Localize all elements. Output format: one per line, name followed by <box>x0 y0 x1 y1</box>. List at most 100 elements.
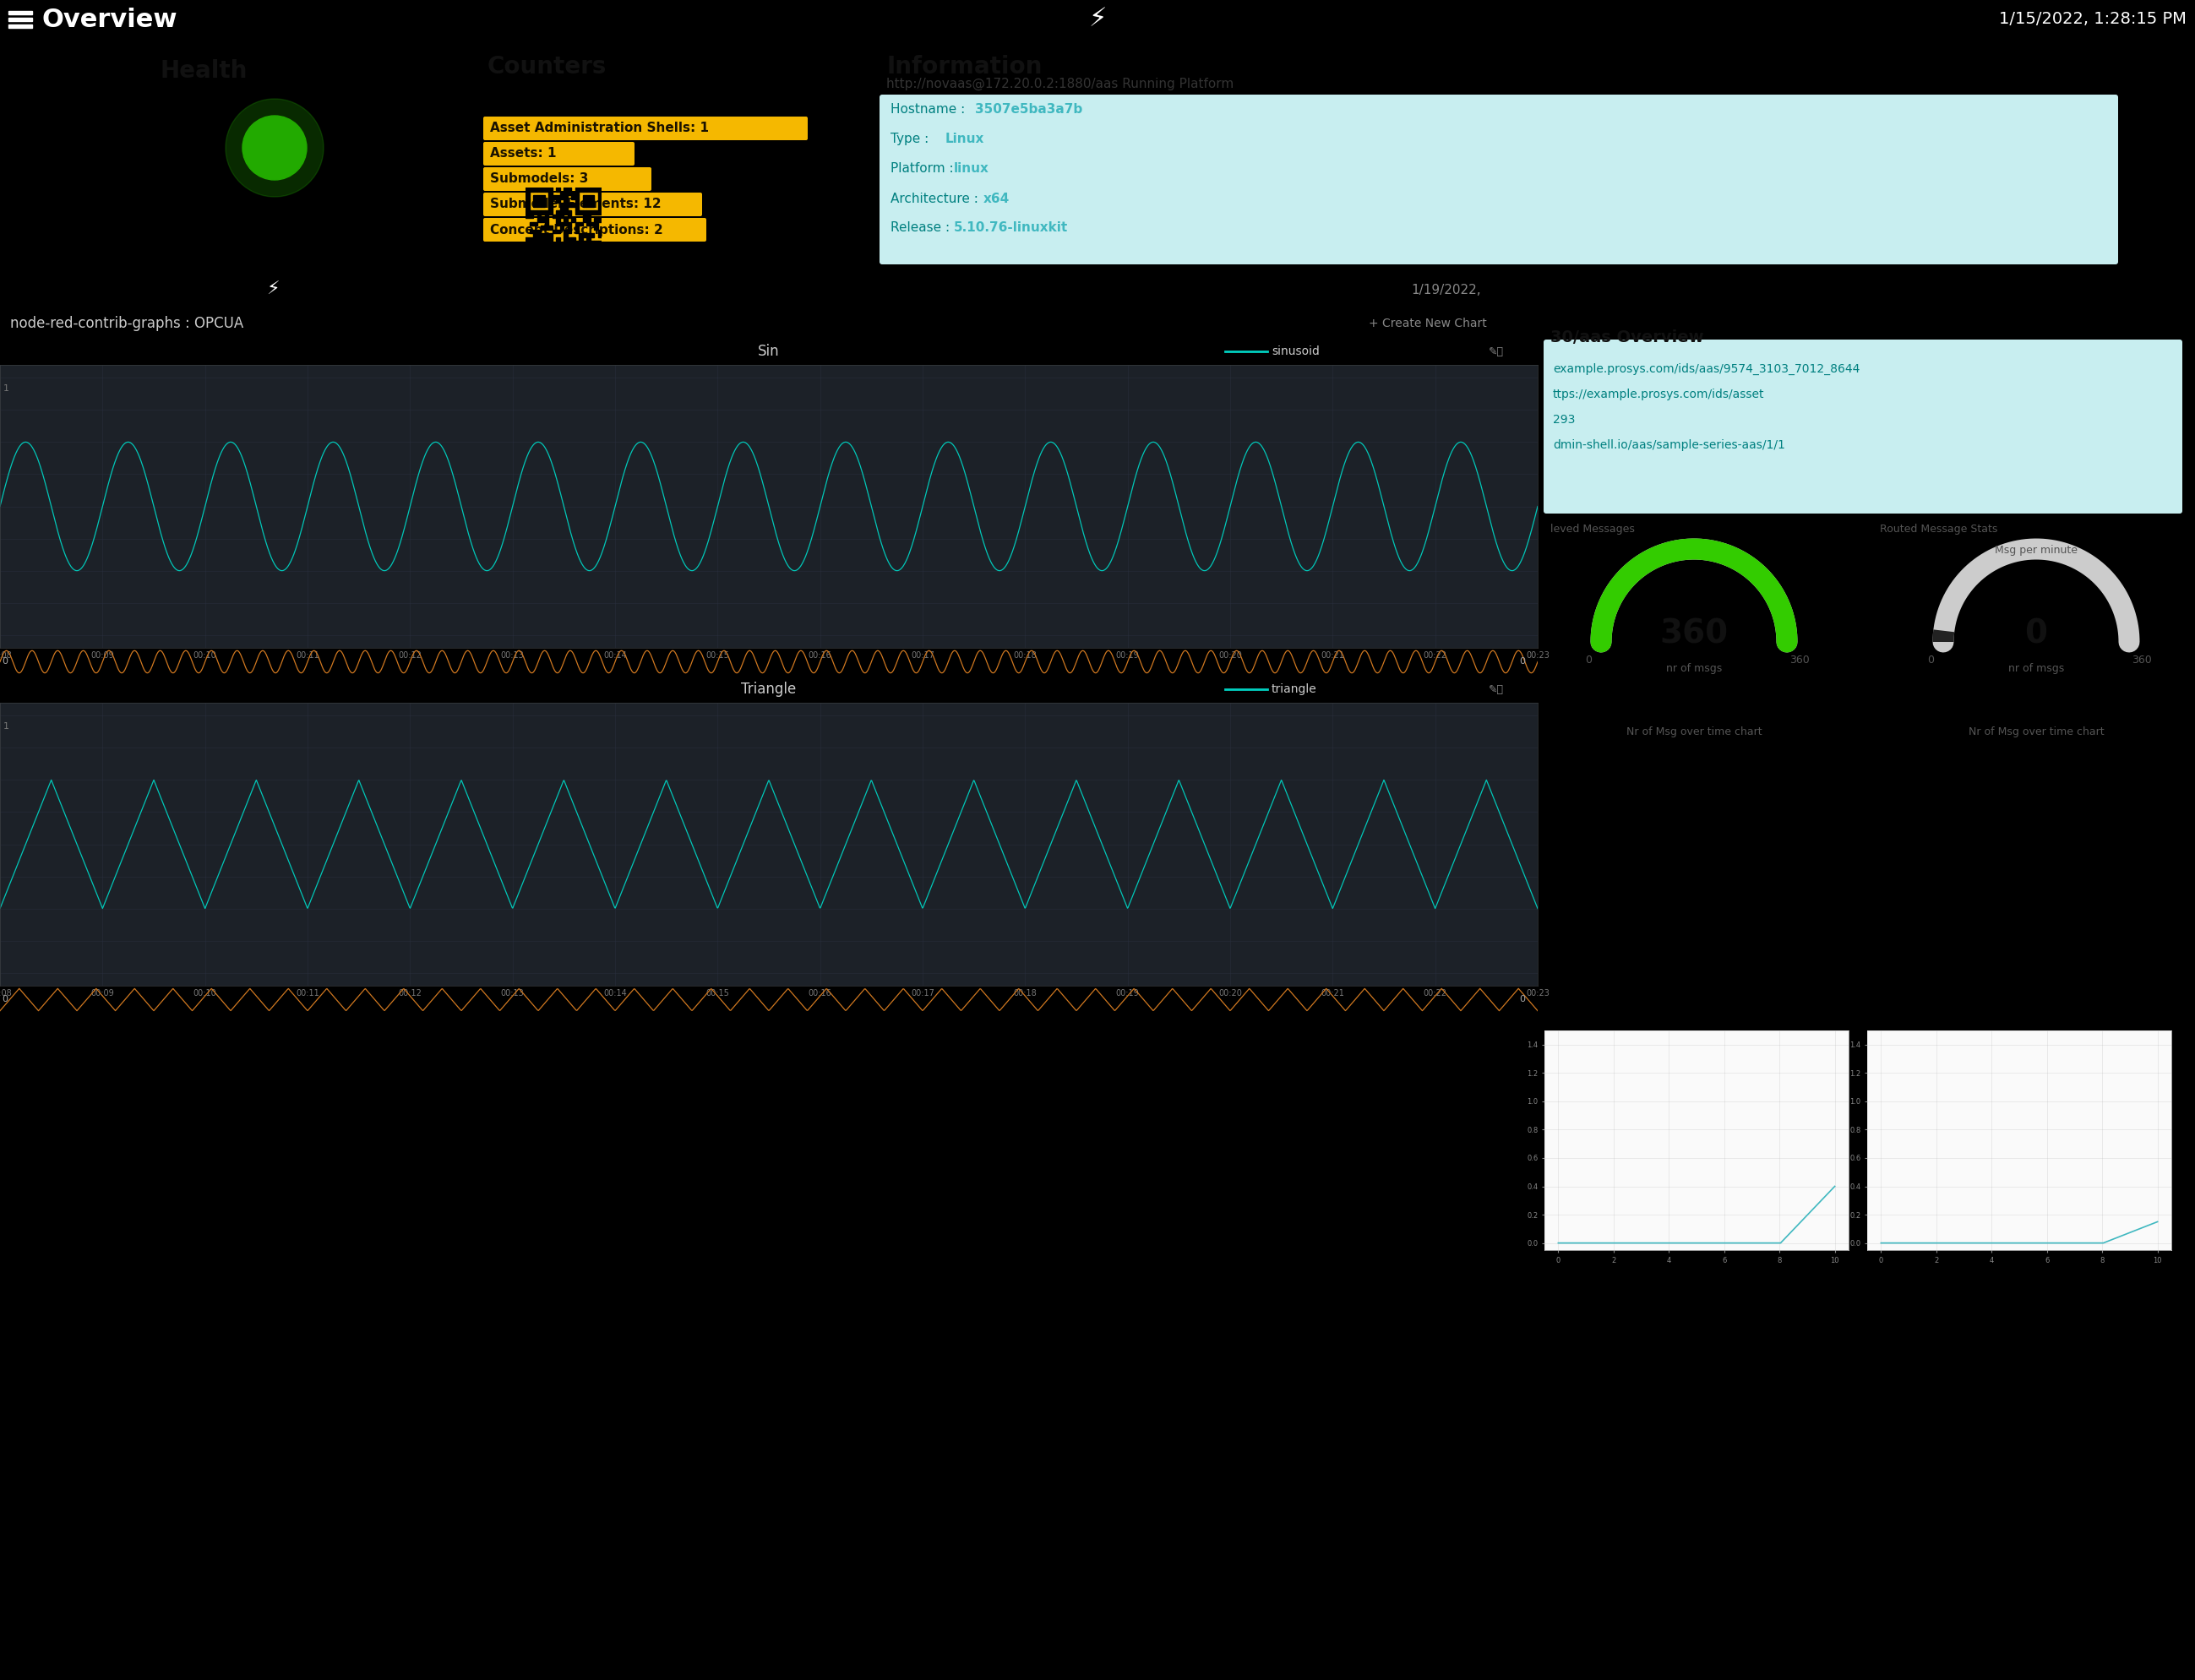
Bar <box>582 252 586 255</box>
Bar <box>538 237 540 240</box>
Bar <box>586 210 590 213</box>
FancyBboxPatch shape <box>880 94 2118 264</box>
Text: triangle: triangle <box>1271 684 1317 696</box>
Bar <box>597 192 601 195</box>
Bar <box>549 245 553 249</box>
Bar <box>566 230 571 234</box>
Text: Sin: Sin <box>757 344 779 360</box>
Bar <box>575 240 579 245</box>
Bar <box>553 252 555 255</box>
Bar <box>549 207 553 210</box>
Bar <box>560 207 564 210</box>
Bar <box>553 213 555 218</box>
Bar <box>549 195 553 198</box>
Bar <box>555 260 560 264</box>
Text: node-red-contrib-graphs : OPCUA: node-red-contrib-graphs : OPCUA <box>11 316 244 331</box>
Bar <box>564 240 566 245</box>
Bar <box>571 249 575 252</box>
Bar <box>525 195 529 198</box>
Bar <box>586 218 590 222</box>
Text: 0: 0 <box>1585 655 1591 665</box>
Bar <box>595 222 597 225</box>
Text: Overview: Overview <box>42 7 178 32</box>
Bar <box>544 210 549 213</box>
Bar <box>575 203 579 207</box>
Bar <box>575 188 579 192</box>
Bar <box>566 225 571 230</box>
Bar <box>564 195 566 198</box>
Bar <box>597 207 601 210</box>
Bar <box>575 210 579 213</box>
Bar <box>571 245 575 249</box>
Bar <box>590 210 595 213</box>
Bar <box>566 245 571 249</box>
Bar <box>582 188 586 192</box>
Bar <box>571 255 575 260</box>
Bar <box>575 198 579 203</box>
Text: sinusoid: sinusoid <box>1271 346 1319 358</box>
Text: 1/19/2022,: 1/19/2022, <box>1411 284 1482 296</box>
Bar <box>540 218 544 222</box>
Text: 1: 1 <box>2 385 9 393</box>
Bar <box>544 237 549 240</box>
Bar <box>560 203 564 207</box>
Bar <box>555 222 560 225</box>
Bar <box>549 225 553 230</box>
Bar <box>590 240 595 245</box>
Bar <box>597 234 601 237</box>
Bar <box>579 222 582 225</box>
Bar <box>553 230 555 234</box>
Bar <box>538 210 540 213</box>
Bar <box>564 222 566 225</box>
Bar <box>9 12 33 15</box>
Text: 0: 0 <box>2 996 7 1005</box>
Bar <box>555 213 560 218</box>
Text: linux: linux <box>955 163 990 175</box>
Bar <box>560 260 564 264</box>
Text: Linux: Linux <box>946 133 986 146</box>
Bar <box>533 210 538 213</box>
Bar <box>571 218 575 222</box>
Bar <box>525 252 529 255</box>
Bar <box>538 203 540 207</box>
Bar <box>529 188 533 192</box>
Bar <box>590 234 595 237</box>
Bar <box>538 198 540 203</box>
Bar <box>564 252 566 255</box>
Bar <box>595 245 597 249</box>
Bar <box>571 237 575 240</box>
Bar <box>582 195 586 198</box>
Bar <box>564 218 566 222</box>
Bar <box>586 213 590 218</box>
Bar <box>533 230 538 234</box>
Bar <box>586 237 590 240</box>
Bar <box>560 225 564 230</box>
Text: Routed Message Stats: Routed Message Stats <box>1879 524 1997 534</box>
Bar <box>544 260 549 264</box>
Bar <box>582 260 586 264</box>
Bar <box>571 203 575 207</box>
Bar <box>566 213 571 218</box>
Text: Submodels: 3: Submodels: 3 <box>489 173 588 185</box>
Bar <box>549 188 553 192</box>
Bar <box>571 195 575 198</box>
Text: 0: 0 <box>1927 655 1934 665</box>
Bar <box>564 237 566 240</box>
Bar <box>597 210 601 213</box>
Text: Architecture :: Architecture : <box>891 192 983 205</box>
Bar <box>540 188 544 192</box>
Bar <box>560 255 564 260</box>
Text: 0: 0 <box>2 657 7 665</box>
Bar <box>566 260 571 264</box>
Bar <box>540 195 544 198</box>
Bar <box>590 195 595 198</box>
Text: Triangle: Triangle <box>742 682 797 697</box>
Bar <box>549 249 553 252</box>
Bar <box>549 260 553 264</box>
Text: 0: 0 <box>2024 618 2048 650</box>
Text: 360: 360 <box>2131 655 2151 665</box>
Bar <box>538 249 540 252</box>
Bar <box>525 203 529 207</box>
Bar <box>595 240 597 245</box>
Bar <box>597 249 601 252</box>
